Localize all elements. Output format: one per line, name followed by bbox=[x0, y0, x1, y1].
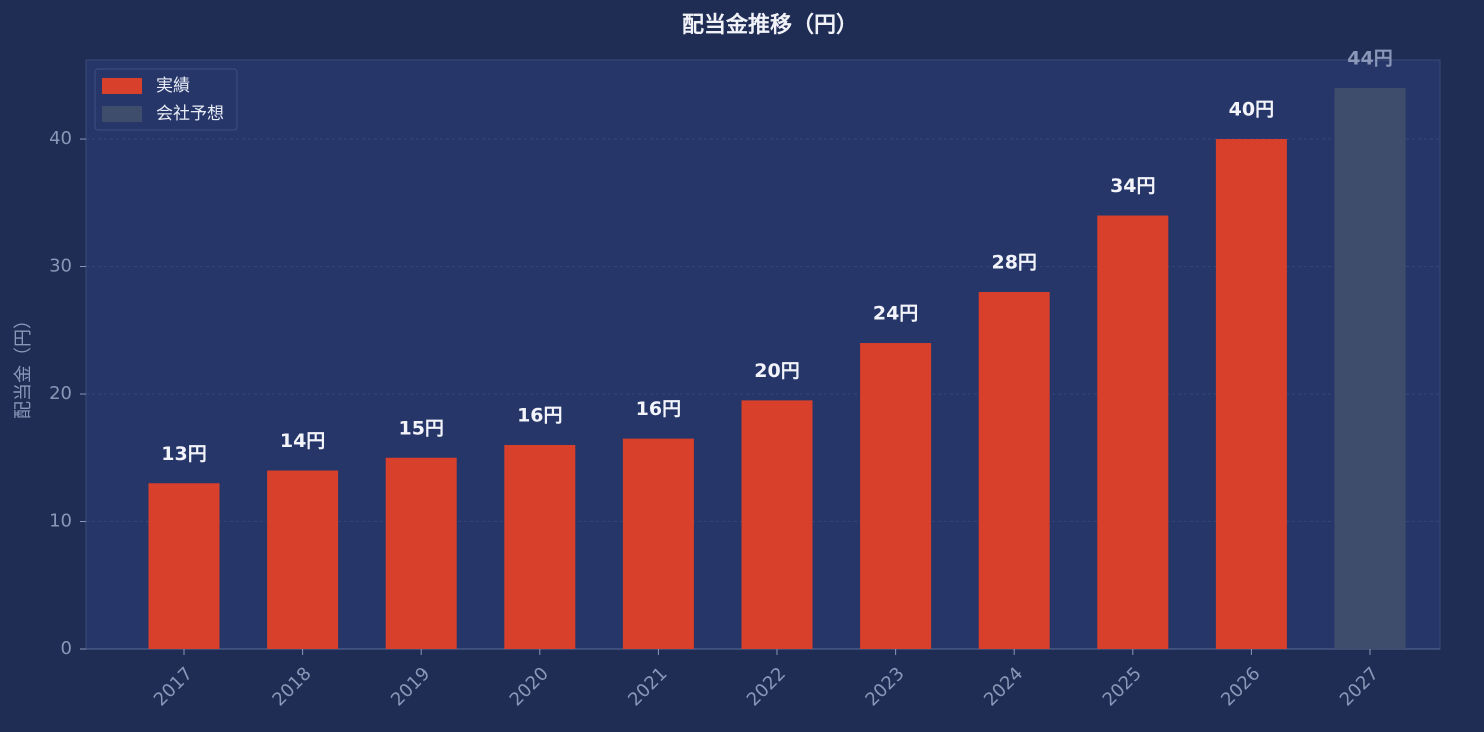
bar bbox=[978, 292, 1050, 649]
legend-swatch bbox=[102, 78, 142, 94]
value-label: 34円 bbox=[1110, 175, 1155, 197]
bar bbox=[741, 400, 813, 649]
bar bbox=[1097, 215, 1169, 649]
value-label: 15円 bbox=[398, 417, 443, 439]
bar bbox=[1334, 88, 1406, 650]
chart-title: 配当金推移（円） bbox=[682, 12, 858, 38]
y-axis-label: 配当金（円） bbox=[13, 311, 34, 419]
value-label: 16円 bbox=[636, 398, 681, 420]
value-label: 28円 bbox=[991, 252, 1036, 274]
y-tick-label: 0 bbox=[61, 638, 72, 659]
value-label: 24円 bbox=[873, 303, 918, 325]
value-label: 44円 bbox=[1347, 48, 1392, 70]
bar bbox=[148, 483, 220, 649]
bar bbox=[267, 470, 339, 649]
bar bbox=[860, 343, 932, 649]
value-label: 40円 bbox=[1229, 99, 1274, 121]
legend-label: 実績 bbox=[156, 76, 190, 96]
bar bbox=[622, 438, 694, 649]
value-label: 16円 bbox=[517, 405, 562, 427]
legend-label: 会社予想 bbox=[156, 104, 224, 124]
value-label: 20円 bbox=[754, 360, 799, 382]
bar bbox=[385, 457, 457, 649]
y-tick-label: 40 bbox=[49, 128, 72, 149]
bar bbox=[504, 445, 576, 649]
value-label: 14円 bbox=[280, 430, 325, 452]
bar bbox=[1215, 139, 1287, 650]
y-tick-label: 30 bbox=[49, 256, 72, 277]
y-tick-label: 10 bbox=[49, 511, 72, 532]
y-tick-label: 20 bbox=[49, 383, 72, 404]
legend-swatch bbox=[102, 106, 142, 122]
value-label: 13円 bbox=[161, 443, 206, 465]
